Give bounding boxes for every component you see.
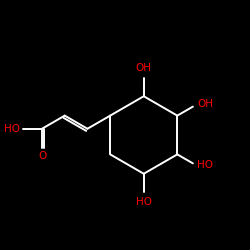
Text: OH: OH: [136, 63, 152, 73]
Text: HO: HO: [4, 124, 20, 134]
Text: O: O: [38, 151, 46, 161]
Text: HO: HO: [136, 197, 152, 207]
Text: HO: HO: [198, 160, 214, 170]
Text: OH: OH: [198, 99, 214, 109]
